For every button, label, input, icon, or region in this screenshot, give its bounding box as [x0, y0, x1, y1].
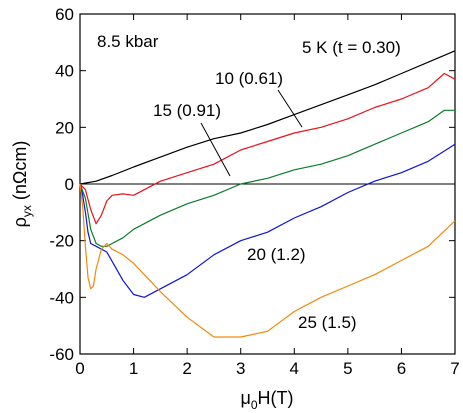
x-tick-label: 0 [75, 359, 84, 378]
y-axis-title-main: ρ [10, 217, 30, 227]
x-tick-label: 2 [182, 359, 191, 378]
y-tick-label: 40 [55, 62, 74, 81]
label-5K: 5 K (t = 0.30) [302, 38, 401, 57]
series-line-10K [79, 72, 456, 225]
x-axis-title-sub: 0 [251, 398, 258, 412]
series-line-15K [79, 109, 455, 247]
x-tick-label: 4 [290, 359, 299, 378]
data-series [79, 50, 456, 338]
label-10K: 10 (0.61) [215, 69, 283, 88]
y-tick-label: -20 [49, 232, 74, 251]
y-axis-title-sub: yx [20, 205, 34, 217]
y-axis-title: ρyx (nΩcm) [10, 141, 34, 228]
pointer-line-15K [200, 122, 231, 177]
label-20K: 20 (1.2) [247, 245, 306, 264]
y-tick-label: -40 [49, 288, 74, 307]
series-line-5K [79, 50, 456, 185]
x-axis-ticks: 0 1 2 3 4 5 6 7 [75, 14, 460, 378]
pressure-label: 8.5 kbar [97, 32, 159, 51]
series-line-20K [79, 143, 456, 298]
series-line-25K [79, 183, 456, 338]
y-tick-label: 60 [55, 5, 74, 24]
y-tick-label: -60 [49, 345, 74, 364]
label-15K: 15 (0.91) [153, 101, 221, 120]
x-axis-title: μ0H(T) [240, 388, 293, 412]
x-tick-label: 6 [397, 359, 406, 378]
x-tick-label: 1 [129, 359, 138, 378]
x-tick-label: 7 [450, 359, 459, 378]
x-axis-title-main: μ [240, 388, 250, 408]
y-tick-label: 20 [55, 118, 74, 137]
pointer-line-10K [277, 89, 303, 128]
x-axis-title-rest: H(T) [258, 388, 294, 408]
x-tick-label: 3 [236, 359, 245, 378]
y-tick-label: 0 [65, 175, 74, 194]
label-25K: 25 (1.5) [298, 313, 357, 332]
x-tick-label: 5 [343, 359, 352, 378]
y-axis-ticks: -60 -40 -20 0 20 40 60 [49, 5, 455, 364]
y-axis-title-rest: (nΩcm) [10, 141, 30, 205]
